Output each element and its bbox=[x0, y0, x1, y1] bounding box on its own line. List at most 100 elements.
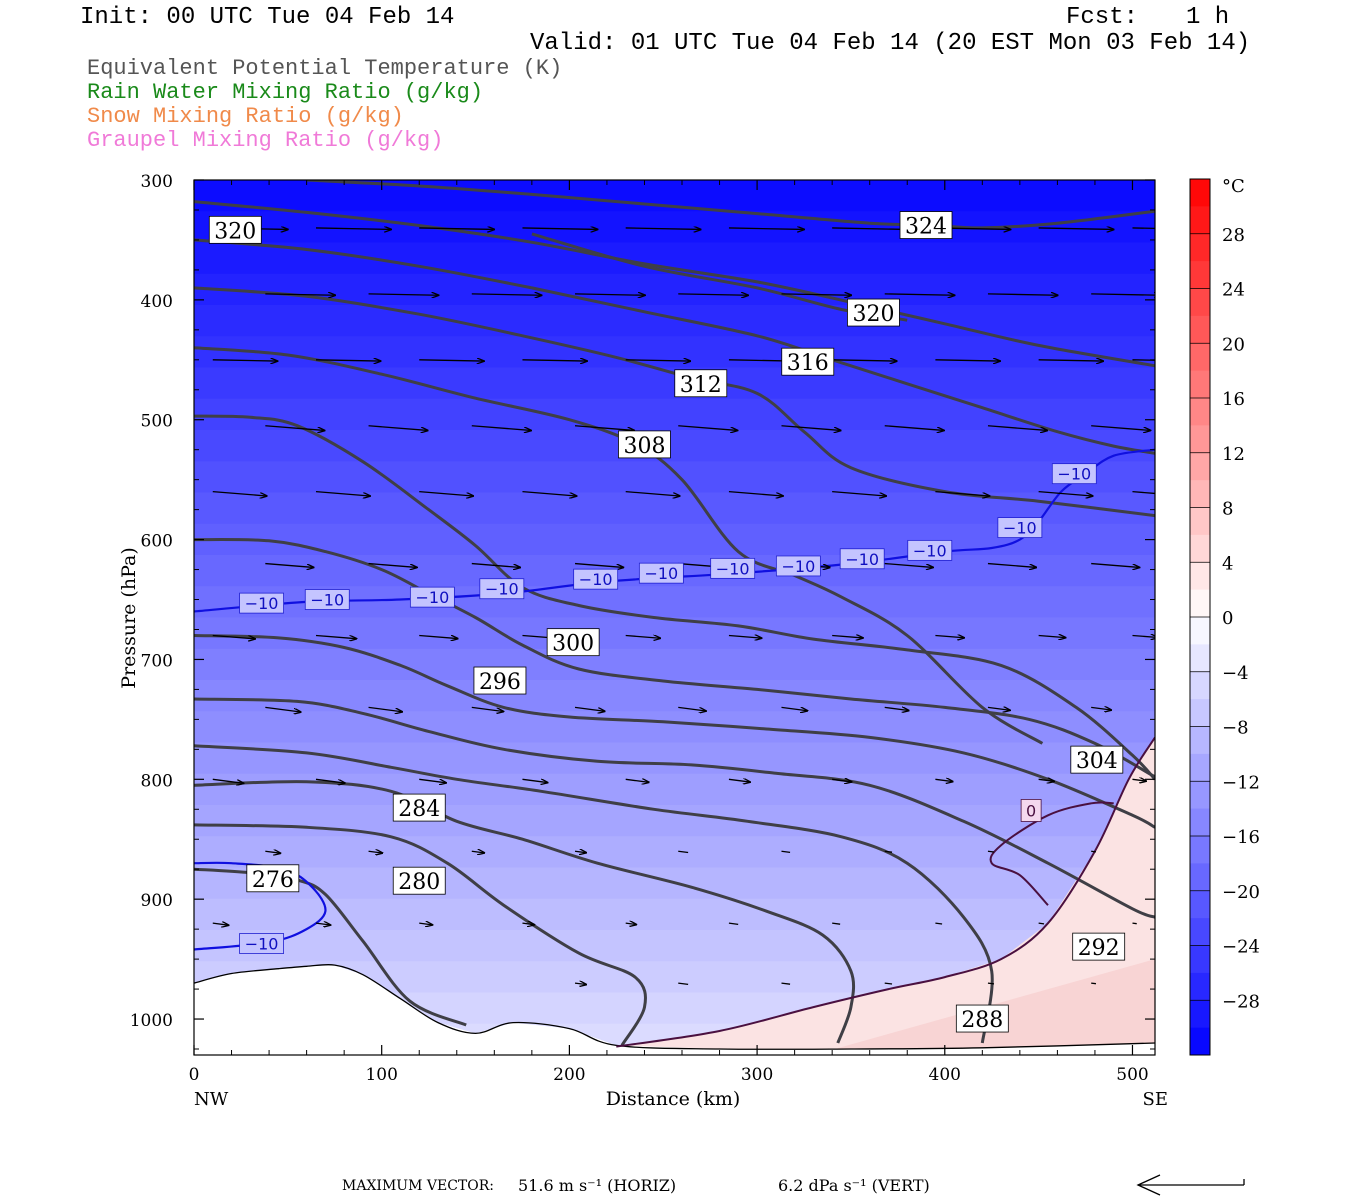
legend-theta-e: Equivalent Potential Temperature (K) bbox=[87, 56, 563, 81]
wind-vector bbox=[212, 923, 229, 925]
y-tick-label: 400 bbox=[141, 292, 173, 312]
isotherm-label-box bbox=[239, 592, 284, 614]
wind-vector bbox=[832, 779, 851, 782]
isotherm-label: −10 bbox=[845, 550, 879, 569]
theta-e-label: 320 bbox=[852, 302, 894, 327]
wind-vector bbox=[419, 634, 457, 638]
wind-vector bbox=[884, 982, 893, 985]
colorbar-segment bbox=[1190, 1027, 1210, 1056]
theta-e-contour-288 bbox=[194, 744, 994, 1044]
theta-e-label: 292 bbox=[1078, 936, 1120, 961]
wind-vector bbox=[987, 294, 1058, 295]
theta-e-label-box bbox=[546, 628, 600, 657]
plot-frame bbox=[193, 179, 1156, 1056]
colorbar-segment bbox=[1190, 562, 1210, 591]
isotherm-label: −10 bbox=[245, 594, 279, 613]
wind-vector bbox=[315, 634, 356, 638]
wind-vector bbox=[419, 490, 473, 496]
wind-vector bbox=[522, 923, 534, 925]
wind-vector bbox=[212, 490, 267, 496]
wind-vector bbox=[471, 294, 542, 295]
wind-vector bbox=[315, 923, 330, 925]
theta-e-label: 284 bbox=[398, 797, 440, 822]
wind-vector bbox=[884, 294, 955, 295]
colorbar-segment bbox=[1190, 233, 1210, 262]
wind-vector bbox=[574, 562, 623, 568]
isotherm-label: −10 bbox=[644, 564, 678, 583]
isotherm-label-box bbox=[479, 578, 525, 600]
colorbar-segment bbox=[1190, 288, 1210, 317]
wind-vector bbox=[1091, 562, 1139, 568]
theta-e-label-box bbox=[1072, 932, 1126, 961]
colorbar-label: −8 bbox=[1222, 718, 1249, 739]
wind-vector bbox=[987, 982, 995, 985]
theta-e-label-box bbox=[473, 666, 527, 695]
isotherm-label: −10 bbox=[245, 935, 279, 954]
wind-vector bbox=[265, 562, 313, 568]
colorbar-label: −24 bbox=[1222, 937, 1260, 958]
wind-vector bbox=[1132, 359, 1155, 361]
wind-vector bbox=[987, 562, 1036, 568]
theta-e-label-box bbox=[674, 369, 728, 398]
colorbar-label: −20 bbox=[1222, 882, 1260, 903]
isotherm-label: −10 bbox=[310, 591, 344, 610]
wind-vector bbox=[1038, 490, 1093, 496]
wind-vector bbox=[832, 228, 907, 229]
wind-vector bbox=[522, 360, 587, 361]
isotherm-label: −10 bbox=[579, 570, 613, 589]
wind-vector bbox=[987, 850, 995, 853]
wind-vector bbox=[1091, 707, 1111, 710]
colorbar-segment bbox=[1190, 972, 1210, 1001]
isotherm-label-box bbox=[775, 555, 821, 577]
isotherm-label: −10 bbox=[716, 559, 750, 578]
colorbar-segment bbox=[1190, 398, 1210, 426]
wind-vector bbox=[368, 425, 428, 431]
wind-vector bbox=[935, 779, 952, 781]
colorbar-segment bbox=[1190, 343, 1210, 372]
colorbar-label: 28 bbox=[1222, 225, 1245, 246]
isotherm-zero-label-box bbox=[1020, 799, 1042, 822]
wind-vector bbox=[212, 634, 255, 638]
wind-vector bbox=[728, 490, 783, 496]
wind-vector bbox=[419, 923, 432, 925]
wind-vector bbox=[368, 294, 439, 295]
wind-vector bbox=[265, 706, 300, 712]
colorbar-unit: °C bbox=[1222, 176, 1245, 197]
wind-vector bbox=[678, 294, 748, 295]
theta-e-contour-292 bbox=[194, 697, 1155, 919]
isotherm-label-box bbox=[239, 933, 284, 954]
temperature-band bbox=[194, 461, 1155, 493]
wind-vector bbox=[1132, 635, 1155, 637]
wind-vector bbox=[1091, 982, 1097, 985]
colorbar-segment bbox=[1190, 726, 1210, 755]
wind-vector bbox=[574, 706, 605, 711]
wind-vector bbox=[265, 425, 324, 431]
colorbar-segment bbox=[1190, 315, 1210, 344]
wind-vector bbox=[625, 228, 701, 229]
wind-vector bbox=[1038, 779, 1054, 781]
wind-vector bbox=[987, 707, 1010, 710]
colorbar-segment bbox=[1190, 808, 1210, 837]
wind-vector bbox=[832, 360, 897, 361]
wind-vector bbox=[575, 294, 645, 295]
isotherm-label-box bbox=[839, 548, 885, 570]
temperature-band bbox=[194, 680, 1155, 712]
isotherm-label-box bbox=[638, 562, 684, 584]
isotherm-label-box bbox=[1051, 463, 1097, 485]
warm-region bbox=[616, 737, 1155, 1055]
temperature-band bbox=[194, 930, 1155, 962]
init-time: Init: 00 UTC Tue 04 Feb 14 bbox=[80, 4, 455, 31]
temperature-band bbox=[194, 805, 1155, 837]
wind-vector bbox=[1132, 779, 1146, 781]
wind-vector bbox=[935, 635, 964, 637]
wind-vector bbox=[625, 490, 680, 496]
colorbar-segment bbox=[1190, 206, 1210, 235]
wind-vector bbox=[935, 490, 989, 496]
wind-vector bbox=[419, 778, 446, 783]
theta-e-contour-320 bbox=[194, 200, 1155, 368]
theta-e-label-box bbox=[847, 298, 900, 327]
wind-vector bbox=[781, 706, 807, 710]
wind-vector bbox=[522, 778, 547, 782]
wind-vector bbox=[728, 228, 804, 229]
